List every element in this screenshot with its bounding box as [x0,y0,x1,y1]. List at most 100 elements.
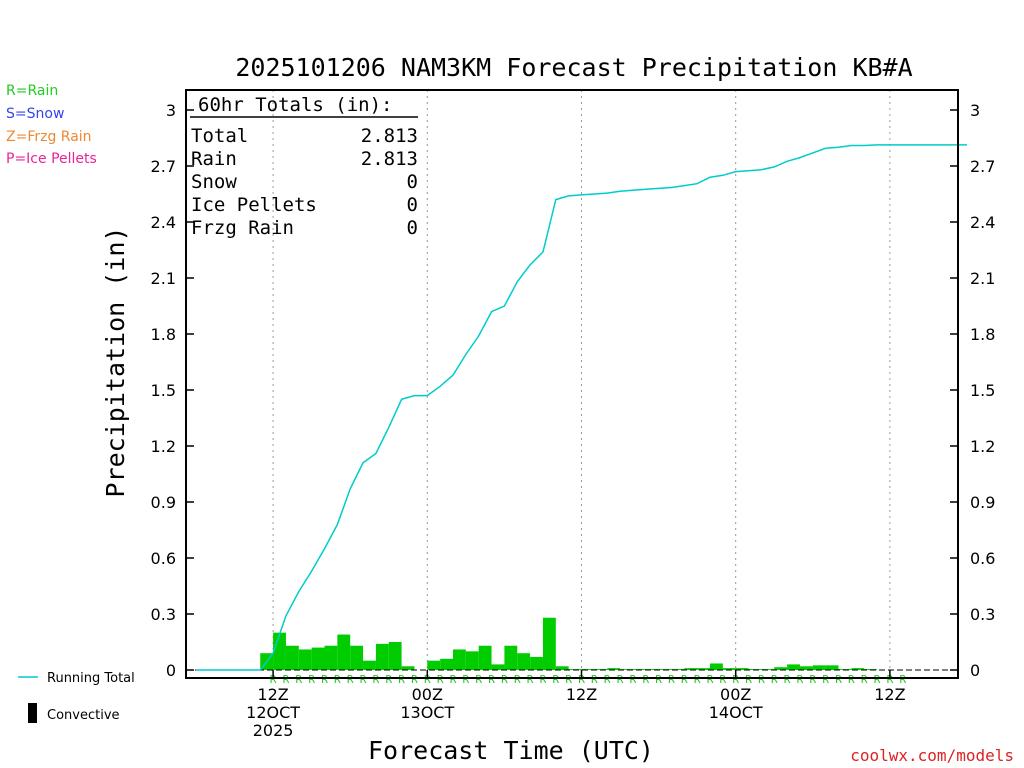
ptype-marker: R [347,673,354,686]
precip-bar [298,649,312,670]
precip-bar [465,651,479,670]
precip-bar [363,660,376,670]
ptype-marker: R [591,673,598,686]
precip-bar [722,668,736,670]
precip-bar [427,660,441,670]
ptype-marker: R [887,673,894,686]
y-axis-left-ticks: 0 0.3 0.6 0.9 1.2 1.5 1.8 2.1 2.4 2.7 3 [151,101,194,680]
ptype-marker: R [720,673,727,686]
ptype-marker: R [899,673,906,686]
ptype-marker: R [540,673,547,686]
x-axis-label: Forecast Time (UTC) [368,736,654,765]
precip-bar [735,668,749,670]
ptype-marker: R [745,673,752,686]
ptype-marker: R [424,673,431,686]
ptype-marker: R [797,673,804,686]
y-tick-left-label: 2.1 [151,269,176,288]
y-tick-right-label: 0.6 [970,549,995,568]
y-tick-right-label: 0.9 [970,493,995,512]
precip-bar [710,663,723,670]
y-axis-label: Precipitation (in) [101,227,130,498]
y-tick-left-label: 1.5 [151,381,176,400]
totals-label-ice: Ice Pellets [191,194,317,216]
precip-bar [504,645,518,670]
ptype-marker: R [501,673,508,686]
precip-bar [324,645,338,670]
ptype-marker: R [758,673,765,686]
totals-value-total: 2.813 [361,125,418,147]
ptype-marker: R [360,673,367,686]
x-tick-label: 00Z [720,685,751,704]
legend-frzg-rain: Z=Frzg Rain [6,129,92,145]
y-tick-left-label: 2.4 [151,213,176,232]
ptype-marker: R [784,673,791,686]
ptype-marker: R [463,673,470,686]
precip-bar [517,653,531,670]
precip-bar [620,669,633,670]
hourly-precip-bars [260,617,878,670]
y-tick-right-label: 1.2 [970,437,995,456]
precip-bar [530,656,543,670]
ptype-marker: R [655,673,662,686]
precip-bar [851,668,865,670]
precip-bar [311,647,325,670]
legend-snow: S=Snow [6,106,64,122]
precip-bar [799,666,813,670]
ptype-marker: R [694,673,701,686]
precip-bar [337,634,351,670]
ptype-marker: R [437,673,444,686]
ptype-marker: R [642,673,649,686]
precip-bar [478,645,492,670]
ptype-marker: R [475,673,482,686]
ptype-marker: R [681,673,688,686]
x-tick-label: 14OCT [709,703,763,722]
running-total-polyline [196,144,967,671]
precip-bar [440,658,453,670]
ptype-marker: R [630,673,637,686]
totals-label-total: Total [191,125,248,147]
y-axis-right-ticks: 0 0.3 0.6 0.9 1.2 1.5 1.8 2.1 2.4 2.7 3 [950,101,995,680]
x-tick-label: 12Z [566,685,597,704]
ptype-marker: R [411,673,418,686]
x-tick-label: 12Z [257,685,288,704]
ptype-legend: R=Rain S=Snow Z=Frzg Rain P=Ice Pellets [6,83,97,167]
ptype-marker: R [835,673,842,686]
legend-convective-swatch [28,703,37,723]
precip-bar [375,643,389,670]
legend-running-total: Running Total [47,671,135,686]
ptype-marker: R [488,673,495,686]
x-tick-label: 2025 [253,721,294,740]
x-tick-label: 12Z [874,685,905,704]
ptype-marker: R [874,673,881,686]
y-tick-right-label: 3 [970,101,980,120]
y-tick-right-label: 1.5 [970,381,995,400]
y-tick-left-label: 2.7 [151,157,176,176]
legend-rain: R=Rain [6,83,58,99]
ptype-marker: R [514,673,521,686]
y-tick-right-label: 2.7 [970,157,995,176]
totals-value-frzg: 0 [407,217,418,239]
precip-bar [542,617,556,670]
precip-bar [812,665,826,670]
ptype-marker: R [321,673,328,686]
ptype-marker: R [270,673,277,686]
precip-bar [645,669,659,670]
series-legend: Running Total Convective [18,671,135,723]
chart-title: 2025101206 NAM3KM Forecast Precipitation… [235,53,912,82]
ptype-marker: R [308,673,315,686]
totals-header: 60hr Totals (in): [198,94,392,116]
ptype-marker: R [732,673,739,686]
totals-label-snow: Snow [191,171,237,193]
precip-bar [453,649,466,670]
y-tick-left-label: 3 [166,101,176,120]
ptype-marker: R [295,673,302,686]
precip-bar [555,666,569,670]
ptype-marker: R [707,673,714,686]
y-tick-left-label: 0 [166,661,176,680]
totals-box: 60hr Totals (in): Total 2.813 Rain 2.813… [190,94,418,239]
precip-bar [401,666,415,670]
totals-value-rain: 2.813 [361,148,418,170]
